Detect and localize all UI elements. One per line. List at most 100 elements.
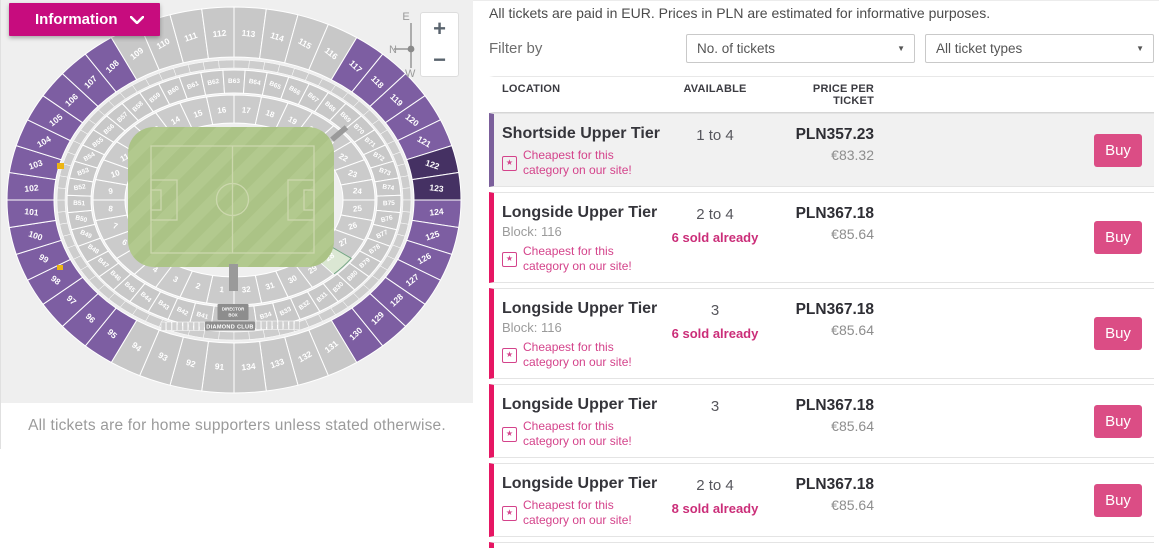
map-section-label: 1 (219, 285, 225, 295)
map-section-label: 10 (110, 168, 122, 180)
cheapest-badge: ★ Cheapest for this category on our site… (502, 498, 660, 528)
map-section-label: 93 (157, 350, 170, 363)
svg-text:DIAMOND CLUB: DIAMOND CLUB (206, 324, 253, 330)
ticket-row[interactable]: Longside Upper Tier Block: 116 ★ Cheapes… (489, 192, 1154, 283)
map-tiny-block (56, 187, 66, 201)
cheapest-badge-text: Cheapest for this category on our site! (523, 244, 632, 273)
map-section-label: B63 (228, 78, 240, 85)
ticket-row[interactable]: Longside Upper Tier Block: 116 ★ Cheapes… (489, 288, 1154, 379)
map-section-label: B61 (186, 80, 200, 91)
map-tiny-block (187, 61, 205, 73)
ticket-star-icon: ★ (502, 347, 517, 363)
no-of-tickets-value: No. of tickets (697, 41, 776, 56)
cheapest-badge-text: Cheapest for this category on our site! (523, 148, 632, 177)
map-section-label: B64 (248, 78, 261, 87)
map-tiny-block (248, 329, 265, 340)
map-section-label: 111 (183, 30, 199, 44)
map-section-label: B52 (73, 183, 86, 192)
cheapest-badge: ★ Cheapest for this category on our site… (502, 244, 660, 274)
ticket-star-icon: ★ (502, 505, 517, 521)
row-available: 3 (710, 302, 720, 319)
map-section-label: 100 (27, 228, 44, 242)
ticket-types-dropdown[interactable]: All ticket types ▼ (925, 34, 1154, 63)
stadium-panel: 91 92 93 94 95 96 97 98 99 100 101 102 103 104 105 106 1… (0, 0, 473, 449)
map-section-label: 112 (212, 28, 227, 39)
map-tiny-block (402, 199, 412, 213)
map-section-label: 15 (192, 108, 204, 120)
stadium-map-svg: 9192939495969798991001011021031041051061… (6, 6, 462, 394)
map-tiny-block (233, 59, 250, 69)
map-section-label: 122 (424, 157, 441, 171)
compass-east-label: E (402, 11, 409, 23)
map-tiny-block (233, 331, 250, 341)
map-section-label: 17 (241, 105, 251, 115)
row-price-eur: €85.64 (831, 322, 874, 338)
row-block: Block: 116 (502, 224, 562, 239)
map-tiny-block (203, 329, 220, 340)
ticket-row[interactable]: Longside Upper Tier ★ Cheapest for this … (489, 384, 1154, 458)
map-section-label: B74 (382, 183, 395, 192)
svg-text:DIRECTOR: DIRECTOR (222, 307, 245, 312)
ticket-rows: Shortside Upper Tier ★ Cheapest for this… (489, 113, 1154, 548)
map-section-label: 133 (269, 356, 286, 370)
map-section-label: 123 (429, 182, 444, 194)
buy-button[interactable]: Buy (1094, 483, 1142, 517)
map-section-label: 31 (264, 280, 276, 292)
ticket-row-partial[interactable] (489, 542, 1154, 548)
seat-marker (57, 163, 64, 169)
row-available: 3 (710, 398, 720, 415)
buy-button[interactable]: Buy (1094, 317, 1142, 350)
buy-button[interactable]: Buy (1094, 133, 1142, 167)
map-tiny-block (248, 60, 265, 71)
row-sold: 8 sold already (671, 501, 759, 516)
map-section-label: 26 (347, 220, 359, 232)
map-section-label: 114 (269, 30, 285, 44)
buy-button[interactable]: Buy (1094, 221, 1142, 254)
home-supporters-note: All tickets are for home supporters unle… (1, 403, 473, 449)
header-available: AVAILABLE (683, 83, 747, 95)
map-section-label: 113 (241, 28, 256, 39)
chevron-down-icon (129, 15, 144, 24)
svg-text:BOX: BOX (228, 313, 237, 318)
cheapest-badge: ★ Cheapest for this category on our site… (502, 419, 660, 449)
no-of-tickets-dropdown[interactable]: No. of tickets ▼ (686, 34, 915, 63)
map-section-label: 3 (171, 274, 180, 284)
map-section-label: 32 (241, 285, 251, 295)
map-tiny-block (396, 163, 409, 178)
map-section-label: B33 (279, 306, 293, 318)
map-tiny-block (173, 64, 191, 77)
ticket-row[interactable]: Shortside Upper Tier ★ Cheapest for this… (489, 113, 1154, 187)
map-section-label: 124 (429, 206, 444, 218)
information-button[interactable]: Information (9, 3, 160, 36)
ticket-types-value: All ticket types (936, 41, 1023, 56)
map-section-label: B42 (175, 306, 189, 318)
map-tiny-block (56, 199, 66, 213)
map-section-label: 25 (352, 204, 362, 214)
map-tiny-block (400, 175, 411, 189)
currency-note: All tickets are paid in EUR. Prices in P… (489, 5, 991, 21)
compass-icon: E N W (389, 11, 416, 78)
map-section-label: B73 (378, 167, 392, 178)
map-tiny-block (218, 59, 235, 69)
ticket-row[interactable]: Longside Upper Tier ★ Cheapest for this … (489, 463, 1154, 537)
map-section-label: B51 (73, 200, 86, 208)
ticket-star-icon: ★ (502, 155, 517, 171)
row-location: Longside Upper Tier (502, 475, 658, 492)
row-price-pln: PLN367.18 (795, 205, 874, 222)
zoom-in-button[interactable]: + (433, 15, 446, 41)
zoom-out-button[interactable]: − (433, 47, 446, 73)
row-sold: 6 sold already (671, 326, 759, 341)
map-tiny-block (57, 175, 68, 189)
map-tiny-block (396, 222, 409, 237)
map-section-label: 99 (37, 252, 50, 265)
row-price-eur: €85.64 (831, 418, 874, 434)
row-available: 2 to 4 (696, 477, 734, 494)
ticket-star-icon: ★ (502, 251, 517, 267)
pitch-lines (150, 145, 315, 254)
map-section-label: 16 (217, 105, 227, 115)
tickets-panel: All tickets are paid in EUR. Prices in P… (473, 0, 1159, 548)
dropdown-caret-icon: ▼ (897, 44, 905, 53)
buy-button[interactable]: Buy (1094, 404, 1142, 438)
cheapest-badge: ★ Cheapest for this category on our site… (502, 148, 660, 178)
